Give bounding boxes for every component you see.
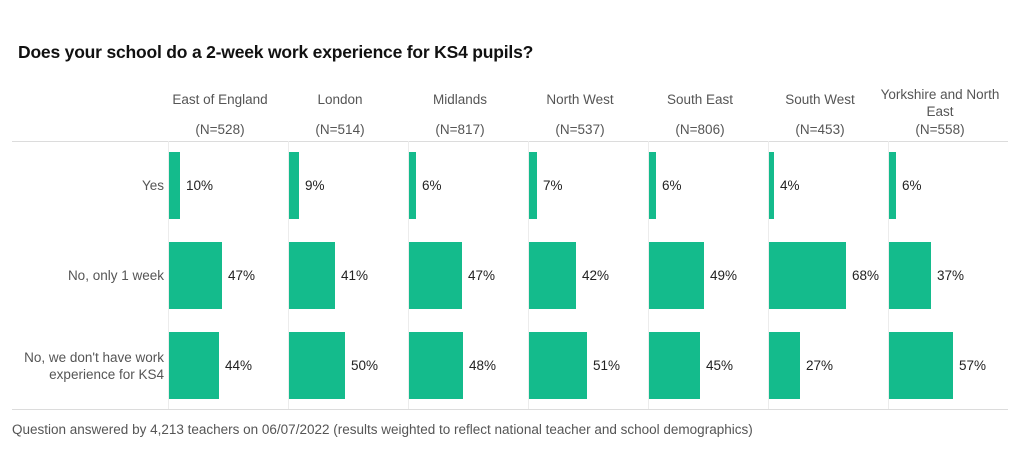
bar-value-label: 44% [225, 358, 253, 373]
panel-divider [648, 141, 649, 409]
footnote: Question answered by 4,213 teachers on 0… [12, 422, 753, 437]
panel-divider [888, 141, 889, 409]
region-header: East of England (N=528) [160, 86, 280, 138]
region-header: South West (N=453) [760, 86, 880, 138]
row-label: Yes [141, 178, 164, 193]
region-header: South East (N=806) [640, 86, 760, 138]
bar-value-label: 51% [593, 358, 621, 373]
bar [409, 152, 416, 219]
panel-divider [168, 141, 169, 409]
bar [409, 332, 463, 399]
panel-divider [528, 141, 529, 409]
bar [169, 242, 222, 309]
region-name: Yorkshire and North East [880, 87, 1000, 119]
region-name: South East [666, 92, 734, 107]
bar-value-label: 6% [422, 178, 442, 193]
chart-title: Does your school do a 2-week work experi… [18, 42, 534, 62]
sample-size: (N=514) [315, 122, 365, 137]
bar [889, 242, 931, 309]
bar [169, 152, 180, 219]
row-label: No, only 1 week [67, 268, 164, 283]
bar-value-label: 50% [351, 358, 379, 373]
sample-size: (N=817) [435, 122, 485, 137]
bar-value-label: 57% [959, 358, 987, 373]
bar-value-label: 10% [186, 178, 214, 193]
bar-value-label: 42% [582, 268, 610, 283]
bar-value-label: 6% [902, 178, 922, 193]
region-header: North West (N=537) [520, 86, 640, 138]
region-name: London [317, 92, 363, 107]
bar [529, 332, 587, 399]
bar [289, 242, 335, 309]
bar [769, 242, 846, 309]
bar [409, 242, 462, 309]
sample-size: (N=453) [795, 122, 845, 137]
bar-value-label: 9% [305, 178, 325, 193]
sample-size: (N=528) [195, 122, 245, 137]
bar [769, 152, 774, 219]
sample-size: (N=806) [675, 122, 725, 137]
bar-value-label: 47% [468, 268, 496, 283]
bar-value-label: 6% [662, 178, 682, 193]
bar [649, 152, 656, 219]
region-header: Yorkshire and North East (N=558) [880, 86, 1000, 138]
region-name: East of England [172, 92, 268, 107]
bar [529, 242, 576, 309]
bar-value-label: 48% [469, 358, 497, 373]
bar [289, 332, 345, 399]
bar [169, 332, 219, 399]
bar [649, 242, 704, 309]
region-header: Midlands (N=817) [400, 86, 520, 138]
region-name: South West [785, 92, 855, 107]
bar-value-label: 4% [780, 178, 800, 193]
panel-divider [288, 141, 289, 409]
bar-value-label: 45% [706, 358, 734, 373]
bar-value-label: 7% [543, 178, 563, 193]
sample-size: (N=558) [915, 122, 965, 137]
region-name: North West [546, 92, 614, 107]
bar-value-label: 41% [341, 268, 369, 283]
bar [889, 332, 953, 399]
bar [889, 152, 896, 219]
sample-size: (N=537) [555, 122, 605, 137]
panel-divider [408, 141, 409, 409]
bar [289, 152, 299, 219]
bar-value-label: 47% [228, 268, 256, 283]
bar-value-label: 37% [937, 268, 965, 283]
bar [649, 332, 700, 399]
bar [529, 152, 537, 219]
bar [769, 332, 800, 399]
region-header: London (N=514) [280, 86, 400, 138]
row-label: No, we don't have work experience for KS… [24, 349, 164, 382]
bar-value-label: 27% [806, 358, 834, 373]
bar-value-label: 68% [852, 268, 880, 283]
bar-value-label: 49% [710, 268, 738, 283]
header-divider [12, 141, 1008, 142]
panel-divider [768, 141, 769, 409]
region-name: Midlands [432, 92, 488, 107]
bottom-divider [12, 409, 1008, 410]
